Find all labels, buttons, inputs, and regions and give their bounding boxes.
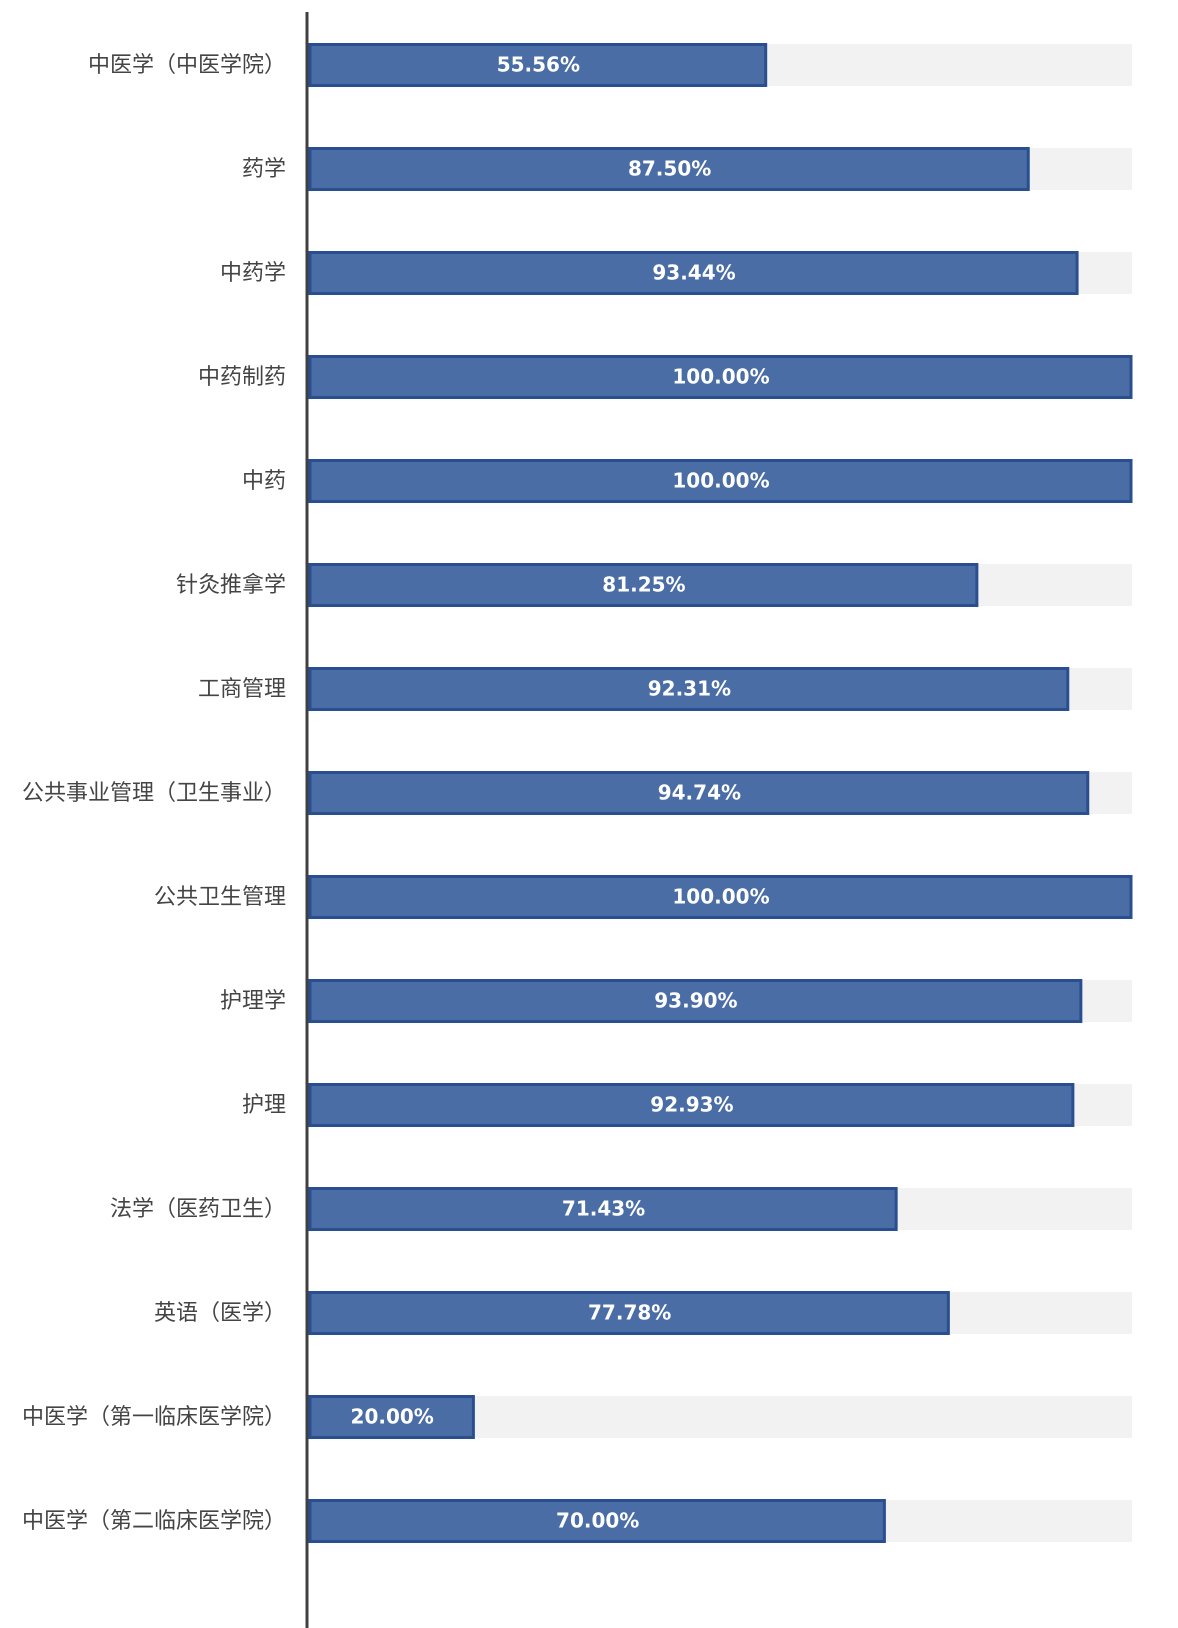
- bar: [308, 1083, 1075, 1127]
- bar: [308, 251, 1079, 295]
- bar-layer: [308, 43, 1133, 1543]
- bar: [308, 1395, 475, 1439]
- category-label: 护理: [242, 1093, 286, 1118]
- value-label: 71.43%: [562, 1197, 645, 1221]
- value-label: 55.56%: [497, 53, 580, 77]
- value-label: 93.44%: [652, 261, 735, 285]
- bar: [308, 875, 1133, 919]
- category-label-layer: 中医学（中医学院） 药学中药学中药制药中药针灸推拿学工商管理公共事业管理（卫生事业…: [22, 53, 286, 1534]
- value-label: 100.00%: [672, 469, 769, 493]
- bar: [308, 459, 1133, 503]
- value-label: 77.78%: [588, 1301, 671, 1325]
- category-label: 药学: [242, 157, 286, 182]
- value-label: 94.74%: [658, 781, 741, 805]
- bar: [308, 147, 1030, 191]
- category-label: 针灸推拿学: [176, 572, 286, 598]
- bar: [308, 355, 1133, 399]
- value-label: 100.00%: [672, 885, 769, 909]
- category-label: 中药: [242, 469, 286, 494]
- value-label: 20.00%: [351, 1405, 434, 1429]
- category-label: 中药制药: [198, 365, 286, 390]
- value-label: 81.25%: [602, 573, 685, 597]
- category-label: 英语（医学）: [154, 1301, 286, 1326]
- value-label: 70.00%: [556, 1509, 639, 1533]
- category-label: 中医学（第二临床医学院）: [22, 1509, 286, 1534]
- bar: [308, 1499, 886, 1543]
- category-label: 中药学: [220, 261, 286, 286]
- bar: [308, 667, 1070, 711]
- value-label: 92.93%: [650, 1093, 733, 1117]
- bar: [308, 979, 1083, 1023]
- bar: [308, 1291, 950, 1335]
- value-label: 93.90%: [654, 989, 737, 1013]
- bar: [308, 771, 1090, 815]
- bar: [308, 43, 768, 87]
- value-label-layer: 55.56% 87.50% 93.44% 100.00% 100.00% 81.25% 92…: [351, 53, 770, 1533]
- category-label: 中医学（第一临床医学院）: [22, 1405, 286, 1430]
- value-label: 92.31%: [648, 677, 731, 701]
- category-label: 工商管理: [198, 677, 286, 702]
- bar: [308, 1187, 898, 1231]
- value-label: 87.50%: [628, 157, 711, 181]
- category-label: 公共卫生管理: [154, 885, 286, 910]
- category-label: 公共事业管理（卫生事业）: [22, 781, 286, 806]
- category-label: 护理学: [220, 989, 286, 1014]
- category-label: 法学（医药卫生）: [110, 1197, 286, 1222]
- category-label: 中医学（中医学院）: [88, 53, 286, 78]
- value-label: 100.00%: [672, 365, 769, 389]
- bar: [308, 563, 979, 607]
